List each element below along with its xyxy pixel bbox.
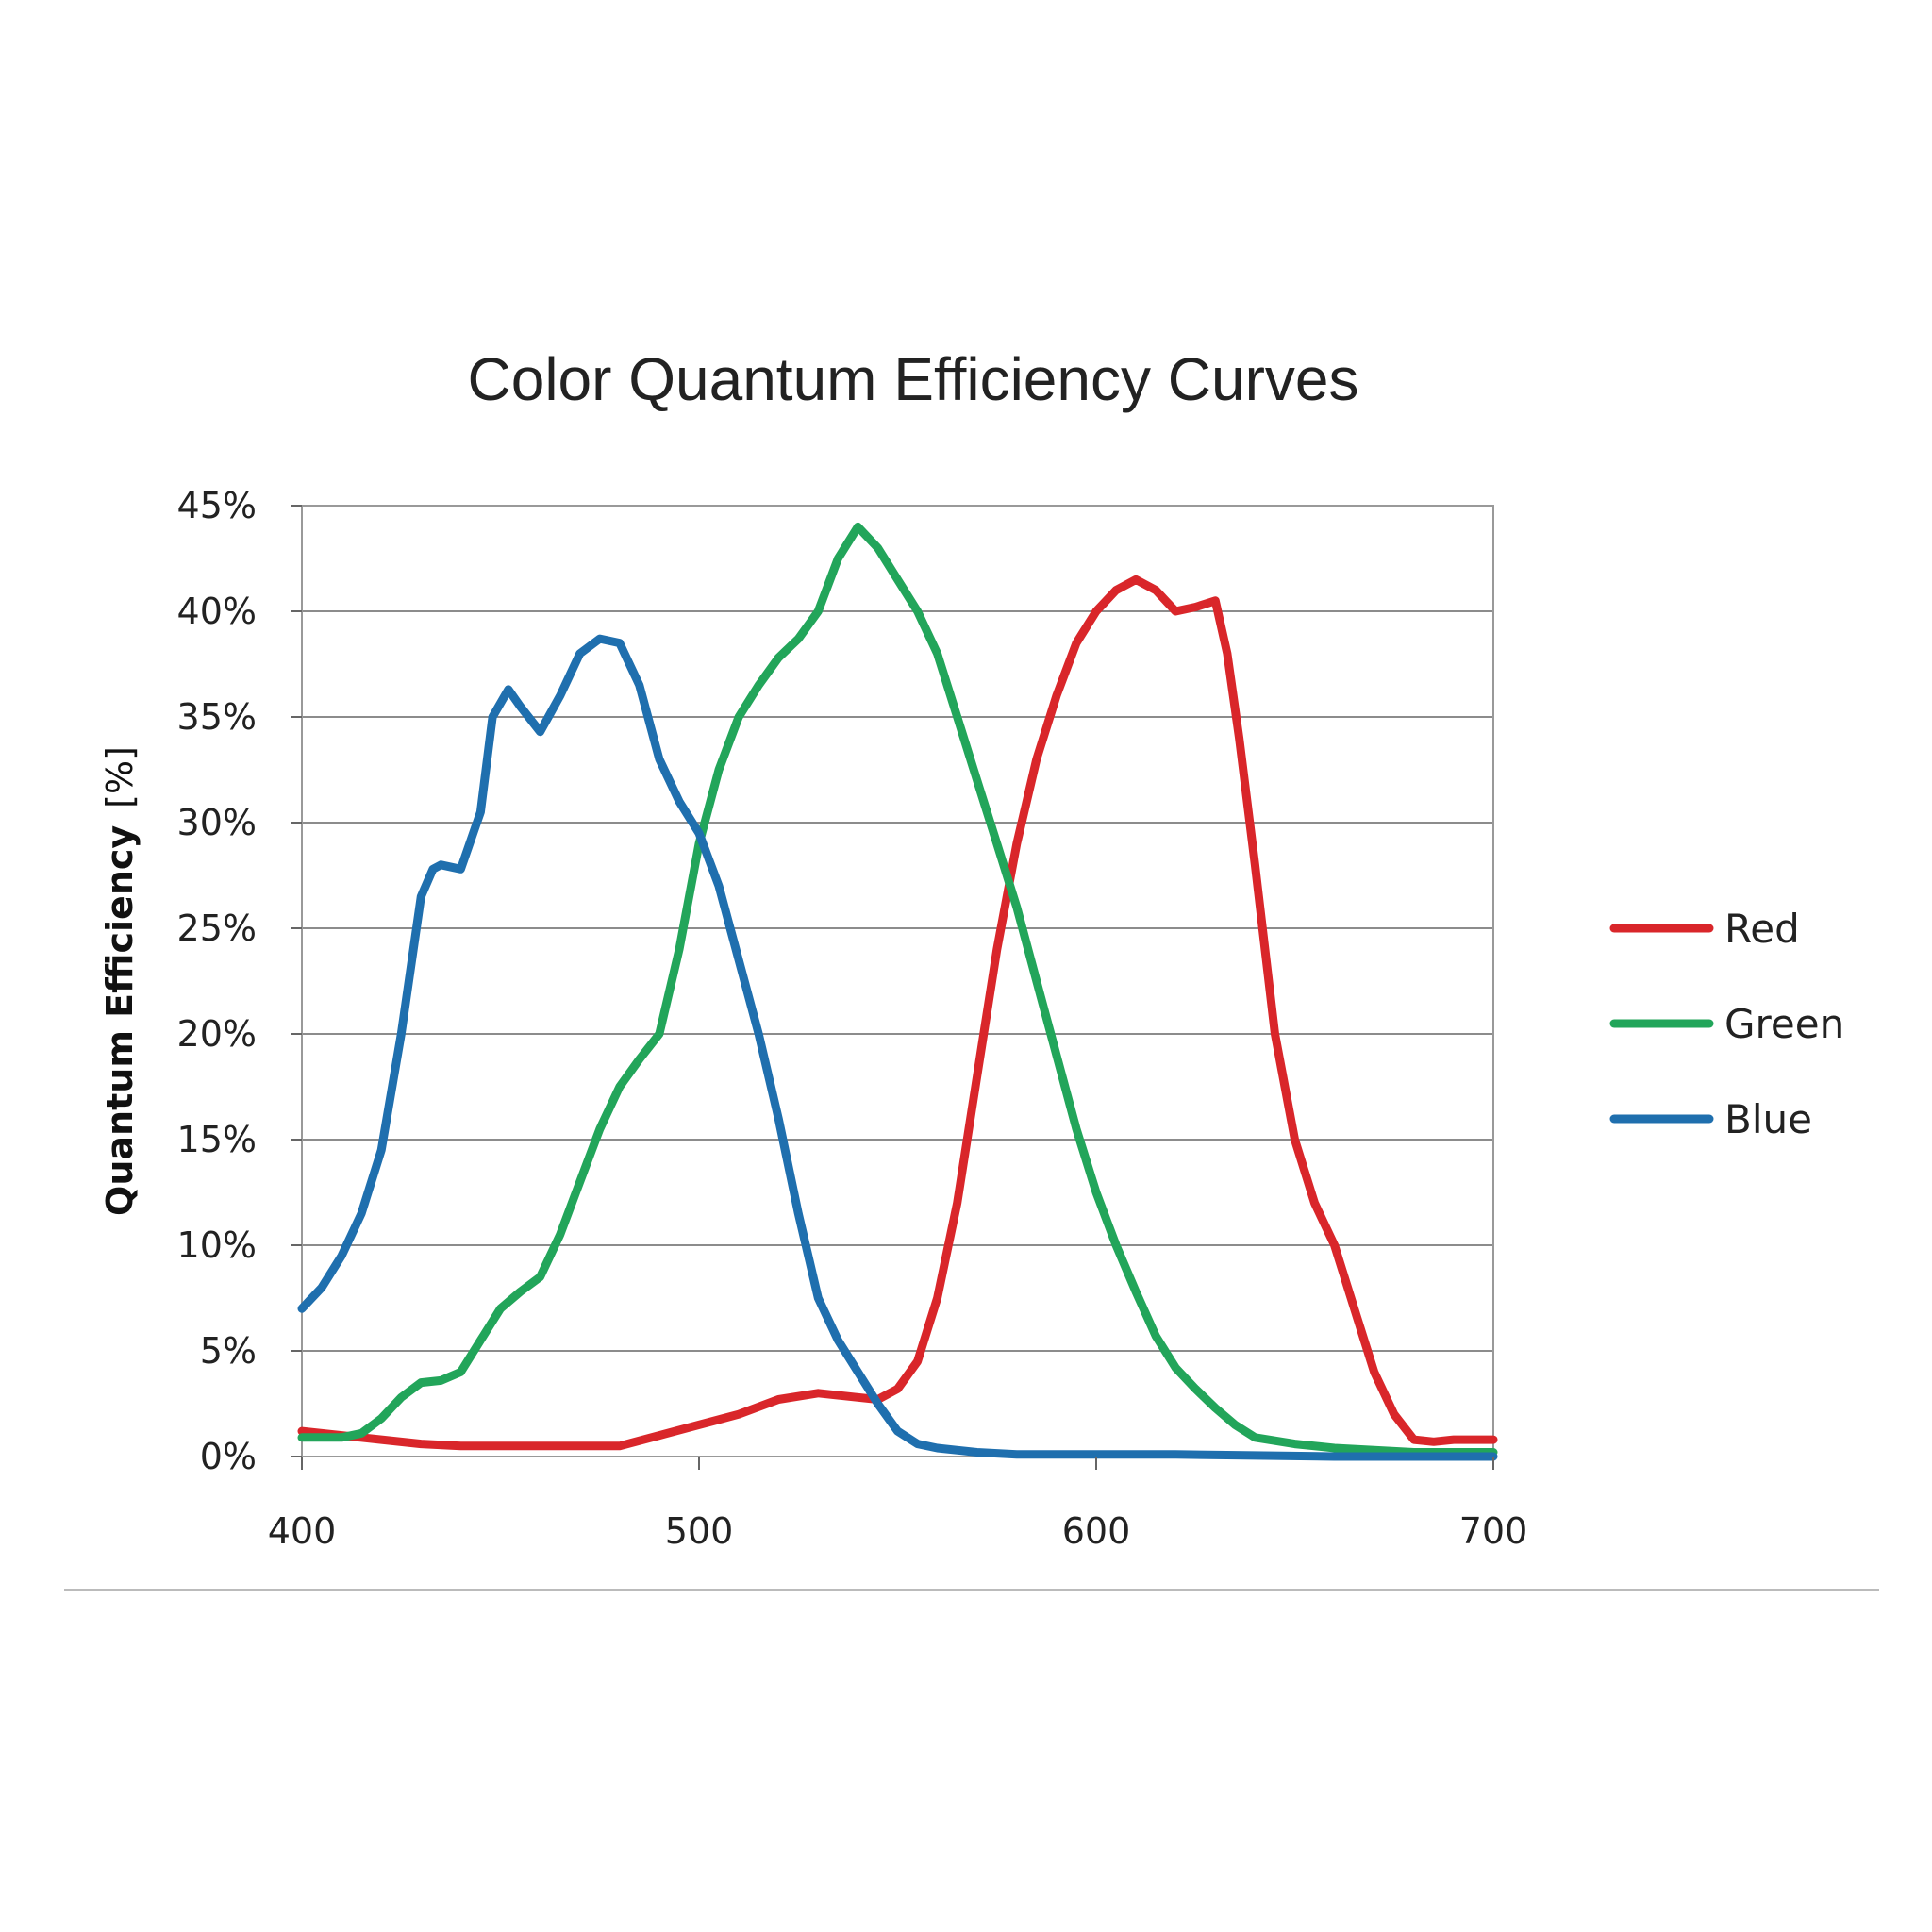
y-tick-label: 45%: [177, 485, 257, 526]
legend: Red Green Blue: [1609, 906, 1844, 1142]
legend-label-red: Red: [1724, 906, 1800, 952]
y-tick-label: 35%: [177, 696, 257, 738]
series-line-red: [297, 575, 1498, 1451]
y-tick-label: 30%: [177, 802, 257, 843]
legend-label-blue: Blue: [1724, 1096, 1812, 1142]
x-axis-ticks: 400 500 600 700: [268, 1457, 1528, 1552]
y-axis-label-unit: [%]: [99, 746, 141, 808]
y-axis-ticks: 0% 5% 10% 15% 20% 25% 30% 35% 40% 45%: [177, 485, 302, 1477]
x-tick-label: 500: [665, 1510, 734, 1552]
x-tick-label: 700: [1459, 1510, 1528, 1552]
y-tick-label: 0%: [200, 1436, 257, 1477]
y-axis-label: Quantum Efficiency [%]: [99, 746, 141, 1216]
y-axis-label-main: Quantum Efficiency: [99, 825, 141, 1216]
y-tick-label: 15%: [177, 1119, 257, 1160]
x-tick-label: 600: [1062, 1510, 1131, 1552]
y-tick-label: 25%: [177, 908, 257, 949]
y-tick-label: 10%: [177, 1224, 257, 1266]
y-tick-label: 40%: [177, 591, 257, 632]
plot-frame: [301, 505, 1494, 1457]
x-tick-label: 400: [268, 1510, 337, 1552]
legend-label-green: Green: [1724, 1001, 1844, 1047]
y-tick-label: 20%: [177, 1013, 257, 1055]
y-tick-label: 5%: [200, 1330, 257, 1372]
series-line-blue: [297, 634, 1498, 1461]
series-layer: [297, 522, 1498, 1461]
chart-title: Color Quantum Efficiency Curves: [468, 345, 1359, 413]
series-line-green: [297, 522, 1498, 1457]
